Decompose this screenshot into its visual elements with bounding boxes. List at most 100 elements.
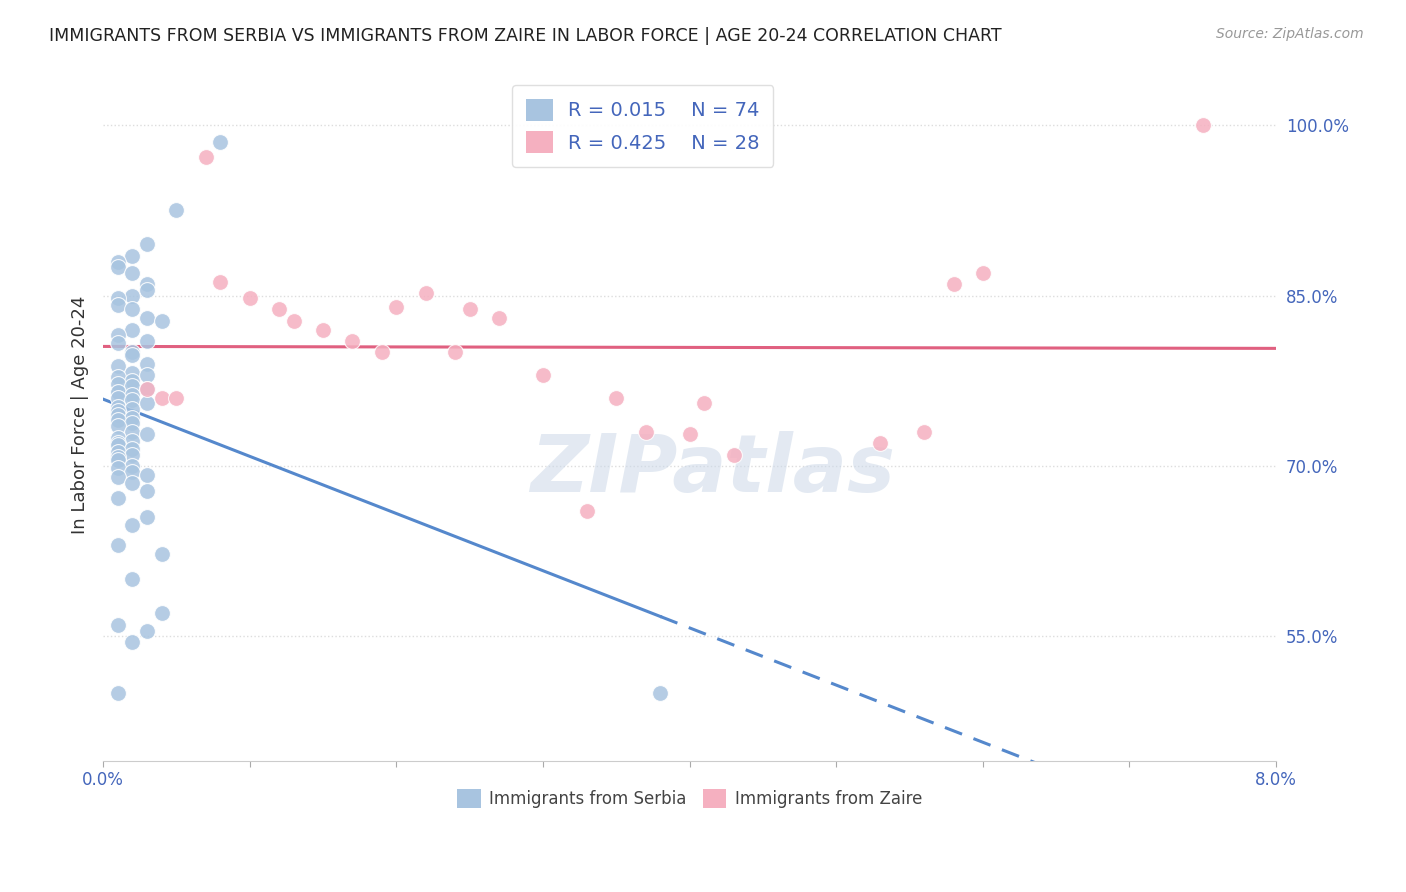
Point — [136, 277, 159, 292]
Point — [121, 402, 143, 417]
Point — [121, 348, 143, 362]
Point — [107, 260, 129, 275]
Point — [312, 323, 335, 337]
Point — [121, 379, 143, 393]
Point — [136, 382, 159, 396]
Point — [107, 686, 129, 700]
Point — [723, 448, 745, 462]
Point — [107, 419, 129, 434]
Point — [107, 254, 129, 268]
Text: ZIPatlas: ZIPatlas — [530, 431, 896, 509]
Point — [107, 400, 129, 414]
Point — [136, 382, 159, 396]
Point — [107, 461, 129, 475]
Point — [107, 453, 129, 467]
Point — [267, 302, 290, 317]
Point — [121, 458, 143, 473]
Point — [107, 413, 129, 427]
Point — [121, 475, 143, 490]
Point — [605, 391, 627, 405]
Point — [693, 396, 716, 410]
Point — [121, 425, 143, 439]
Point — [121, 288, 143, 302]
Point — [488, 311, 510, 326]
Point — [150, 548, 173, 562]
Point — [458, 302, 481, 317]
Point — [370, 345, 392, 359]
Point — [121, 388, 143, 402]
Point — [107, 328, 129, 343]
Point — [385, 300, 408, 314]
Point — [121, 411, 143, 425]
Point — [107, 404, 129, 418]
Point — [136, 368, 159, 382]
Point — [136, 467, 159, 482]
Text: Source: ZipAtlas.com: Source: ZipAtlas.com — [1216, 27, 1364, 41]
Point — [678, 427, 700, 442]
Point — [239, 291, 262, 305]
Point — [869, 436, 891, 450]
Point — [150, 607, 173, 621]
Point — [121, 465, 143, 479]
Point — [972, 266, 994, 280]
Point — [107, 385, 129, 400]
Point — [121, 374, 143, 388]
Point — [121, 517, 143, 532]
Point — [121, 434, 143, 448]
Point — [121, 416, 143, 430]
Point — [942, 277, 965, 292]
Text: IMMIGRANTS FROM SERBIA VS IMMIGRANTS FROM ZAIRE IN LABOR FORCE | AGE 20-24 CORRE: IMMIGRANTS FROM SERBIA VS IMMIGRANTS FRO… — [49, 27, 1002, 45]
Point — [194, 150, 217, 164]
Point — [531, 368, 554, 382]
Point — [107, 470, 129, 484]
Point — [1191, 118, 1213, 132]
Point — [415, 286, 437, 301]
Point — [121, 345, 143, 359]
Point — [121, 266, 143, 280]
Point — [136, 237, 159, 252]
Point — [575, 504, 598, 518]
Point — [121, 635, 143, 649]
Point — [121, 302, 143, 317]
Point — [150, 391, 173, 405]
Point — [136, 624, 159, 638]
Point — [107, 617, 129, 632]
Point — [209, 275, 232, 289]
Y-axis label: In Labor Force | Age 20-24: In Labor Force | Age 20-24 — [72, 295, 89, 534]
Point — [107, 336, 129, 351]
Point — [121, 442, 143, 456]
Point — [107, 445, 129, 459]
Point — [634, 425, 657, 439]
Point — [107, 408, 129, 422]
Point — [283, 313, 305, 327]
Point — [107, 298, 129, 312]
Point — [107, 436, 129, 450]
Point — [165, 203, 187, 218]
Point — [107, 359, 129, 373]
Point — [136, 427, 159, 442]
Point — [121, 573, 143, 587]
Point — [650, 686, 672, 700]
Point — [107, 377, 129, 392]
Point — [912, 425, 935, 439]
Point — [136, 311, 159, 326]
Point — [121, 366, 143, 380]
Point — [107, 438, 129, 452]
Point — [107, 450, 129, 464]
Point — [121, 392, 143, 407]
Legend: Immigrants from Serbia, Immigrants from Zaire: Immigrants from Serbia, Immigrants from … — [450, 782, 928, 815]
Point — [107, 491, 129, 505]
Point — [107, 538, 129, 552]
Point — [150, 313, 173, 327]
Point — [107, 370, 129, 384]
Point — [121, 249, 143, 263]
Point — [342, 334, 364, 348]
Point — [121, 448, 143, 462]
Point — [121, 323, 143, 337]
Point — [107, 391, 129, 405]
Point — [136, 357, 159, 371]
Point — [136, 396, 159, 410]
Point — [107, 385, 129, 400]
Point — [209, 136, 232, 150]
Point — [136, 334, 159, 348]
